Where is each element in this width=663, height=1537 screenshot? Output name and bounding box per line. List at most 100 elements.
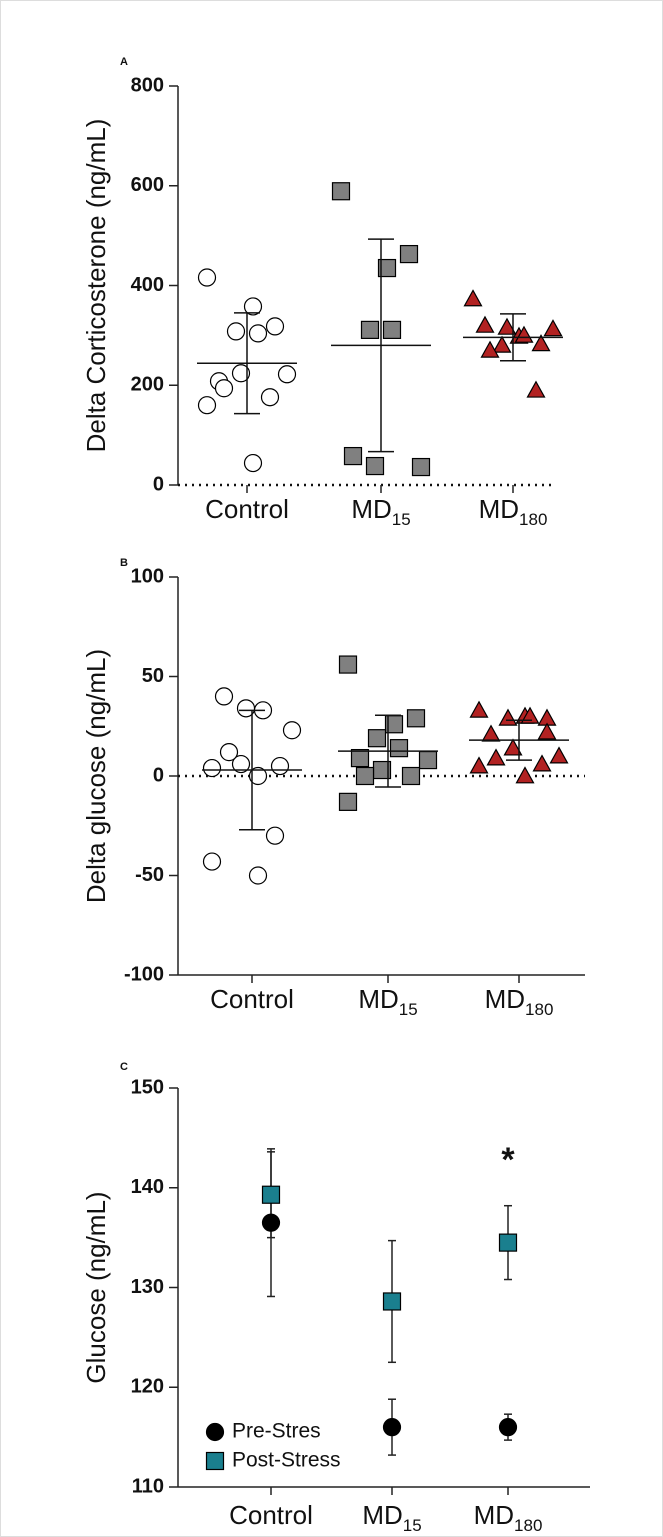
point bbox=[503, 738, 523, 756]
point bbox=[231, 754, 251, 774]
point bbox=[367, 729, 387, 748]
y-tick-label: 0 bbox=[153, 764, 164, 786]
point bbox=[382, 1292, 402, 1311]
legend-label: Post-Stress bbox=[232, 1449, 341, 1472]
label-base: MD bbox=[485, 984, 525, 1014]
annotation: * bbox=[501, 1141, 515, 1179]
point bbox=[399, 244, 419, 264]
point bbox=[498, 1233, 518, 1252]
point bbox=[282, 721, 302, 740]
x-tick-label: MD180 bbox=[479, 494, 548, 530]
point bbox=[531, 334, 551, 352]
point bbox=[480, 340, 500, 358]
point bbox=[219, 743, 239, 762]
point bbox=[243, 297, 263, 316]
point bbox=[243, 453, 263, 473]
y-tick-label: 140 bbox=[131, 1176, 164, 1198]
point bbox=[355, 766, 375, 786]
x-tick-label: MD15 bbox=[362, 1500, 421, 1536]
label-base: MD bbox=[351, 494, 391, 524]
x-tick-label: MD180 bbox=[485, 984, 554, 1020]
panel-letter: C bbox=[120, 1061, 128, 1073]
y-axis-title: Glucose (ng/mL) bbox=[81, 1191, 111, 1383]
point bbox=[526, 380, 546, 398]
label-sub: 15 bbox=[392, 510, 411, 529]
point bbox=[202, 852, 222, 871]
point bbox=[486, 748, 506, 766]
point bbox=[497, 317, 517, 335]
point bbox=[401, 766, 421, 786]
y-tick-label: 150 bbox=[131, 1076, 164, 1098]
point bbox=[469, 700, 489, 718]
point bbox=[377, 258, 397, 278]
x-tick-label: Control bbox=[205, 494, 289, 524]
point bbox=[331, 182, 351, 201]
point bbox=[338, 792, 358, 811]
point bbox=[343, 446, 363, 466]
y-tick-label: -100 bbox=[124, 963, 164, 985]
point bbox=[537, 722, 557, 740]
point bbox=[350, 748, 370, 768]
point bbox=[498, 1418, 518, 1437]
point bbox=[197, 396, 217, 415]
point bbox=[365, 456, 385, 476]
point bbox=[277, 365, 297, 384]
point bbox=[382, 1418, 402, 1437]
point bbox=[226, 322, 246, 341]
y-tick-label: 110 bbox=[132, 1475, 164, 1497]
y-tick-label: 200 bbox=[131, 374, 164, 396]
label-sub: 15 bbox=[403, 1516, 422, 1535]
y-tick-label: 50 bbox=[142, 665, 164, 687]
y-tick-label: 120 bbox=[131, 1376, 164, 1398]
legend-label: Pre-Stres bbox=[232, 1420, 321, 1443]
point bbox=[261, 1185, 281, 1204]
point bbox=[338, 655, 358, 674]
x-tick-label: MD15 bbox=[351, 494, 410, 530]
point bbox=[260, 388, 280, 407]
point bbox=[214, 379, 234, 398]
point bbox=[382, 320, 402, 339]
y-axis-title: Delta glucose (ng/mL) bbox=[81, 649, 111, 903]
label-sub: 180 bbox=[525, 1000, 553, 1019]
y-tick-label: 0 bbox=[153, 473, 164, 495]
label-base: MD bbox=[474, 1500, 514, 1530]
x-tick-label: Control bbox=[229, 1500, 313, 1530]
label-base: MD bbox=[479, 494, 519, 524]
label-base: MD bbox=[358, 984, 398, 1014]
point bbox=[231, 364, 251, 383]
y-tick-label: 100 bbox=[131, 565, 164, 587]
point bbox=[418, 750, 438, 770]
point bbox=[360, 320, 380, 339]
point bbox=[248, 766, 268, 786]
label-base: MD bbox=[362, 1500, 402, 1530]
point bbox=[270, 756, 290, 776]
point bbox=[236, 699, 256, 718]
point bbox=[406, 709, 426, 728]
point bbox=[515, 766, 535, 784]
point bbox=[265, 826, 285, 845]
x-tick-label: Control bbox=[210, 984, 294, 1014]
point bbox=[469, 756, 489, 774]
point bbox=[463, 289, 483, 307]
point bbox=[214, 687, 234, 706]
point bbox=[549, 746, 569, 764]
point bbox=[411, 457, 431, 477]
x-tick-label: MD180 bbox=[474, 1500, 543, 1536]
label-sub: 180 bbox=[519, 510, 547, 529]
point bbox=[514, 325, 534, 343]
point bbox=[475, 315, 495, 333]
y-tick-label: -50 bbox=[135, 864, 164, 886]
x-tick-label: MD15 bbox=[358, 984, 417, 1020]
point bbox=[265, 317, 285, 336]
point bbox=[492, 335, 512, 353]
point bbox=[543, 319, 563, 337]
panel-letter: B bbox=[120, 557, 128, 569]
point bbox=[481, 724, 501, 742]
point bbox=[498, 708, 518, 726]
panel-letter: A bbox=[120, 56, 128, 68]
y-axis-title: Delta Corticosterone (ng/mL) bbox=[81, 119, 111, 453]
label-sub: 15 bbox=[399, 1000, 418, 1019]
point bbox=[205, 1422, 225, 1442]
